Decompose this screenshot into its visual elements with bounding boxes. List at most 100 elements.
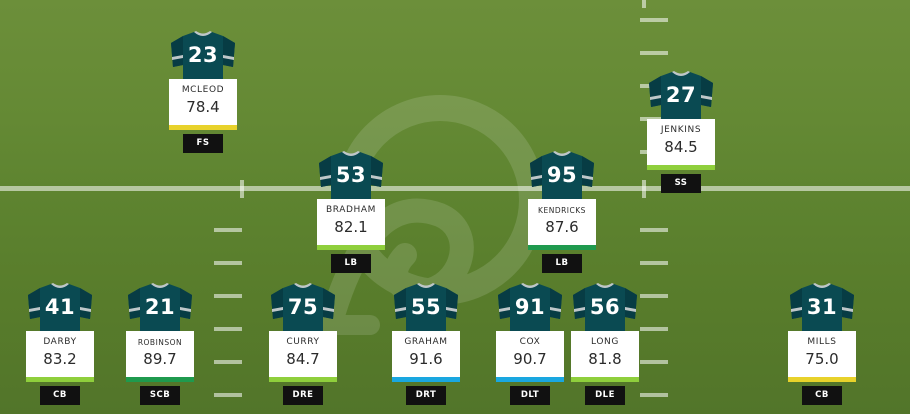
jersey-shape: [271, 283, 335, 331]
jersey-icon: 21: [126, 283, 194, 331]
player-card-cb-right[interactable]: 31 MILLS 75.0: [788, 283, 856, 382]
grade-bar: [788, 377, 856, 382]
position-badge: CB: [40, 386, 80, 405]
player-grade: 87.6: [545, 218, 579, 236]
jersey-icon: 31: [788, 283, 856, 331]
player-grade: 83.2: [43, 350, 77, 368]
jersey-shape: [498, 283, 562, 331]
hash-mark: [214, 228, 242, 232]
player-grade: 78.4: [186, 98, 220, 116]
player-card-dre[interactable]: 75 CURRY 84.7: [269, 283, 337, 382]
jersey-icon: 56: [571, 283, 639, 331]
jersey-icon: 75: [269, 283, 337, 331]
hash-mark: [214, 294, 242, 298]
jersey-shape: [128, 283, 192, 331]
jersey-number: 56: [589, 295, 621, 319]
grade-card: GRAHAM 91.6: [392, 331, 460, 377]
grade-card: KENDRICKS 87.6: [528, 199, 596, 245]
jersey-shape: [319, 151, 383, 199]
hash-mark: [214, 327, 242, 331]
grade-card: MCLEOD 78.4: [169, 79, 237, 125]
player-grade: 81.8: [588, 350, 622, 368]
player-card-dle[interactable]: 56 LONG 81.8: [571, 283, 639, 382]
jersey-icon: 23: [169, 31, 237, 79]
jersey-icon: 41: [26, 283, 94, 331]
player-grade: 75.0: [805, 350, 839, 368]
jersey-number: 91: [514, 295, 546, 319]
hash-mark: [240, 180, 244, 198]
jersey-number: 53: [335, 163, 367, 187]
player-name: JENKINS: [660, 125, 702, 135]
player-card-scb[interactable]: 21 ROBINSON 89.7: [126, 283, 194, 382]
player-grade: 82.1: [334, 218, 368, 236]
player-card-dlt[interactable]: 91 COX 90.7: [496, 283, 564, 382]
jersey-shape: [649, 71, 713, 119]
hash-mark: [640, 294, 668, 298]
hash-mark: [640, 393, 668, 397]
jersey-number: 23: [187, 43, 219, 67]
hash-mark: [214, 360, 242, 364]
grade-card: ROBINSON 89.7: [126, 331, 194, 377]
player-card-cb-left[interactable]: 41 DARBY 83.2: [26, 283, 94, 382]
grade-bar: [26, 377, 94, 382]
hash-mark: [642, 180, 646, 198]
hash-mark: [214, 261, 242, 265]
player-name: DARBY: [43, 337, 77, 347]
player-card-lb-left[interactable]: 53 BRADHAM 82.1: [317, 151, 385, 250]
grade-bar: [317, 245, 385, 250]
player-name: COX: [519, 337, 541, 347]
jersey-icon: 55: [392, 283, 460, 331]
player-name: CURRY: [286, 337, 320, 347]
player-name: KENDRICKS: [538, 206, 586, 215]
player-grade: 90.7: [513, 350, 547, 368]
grade-card: DARBY 83.2: [26, 331, 94, 377]
jersey-number: 75: [287, 295, 319, 319]
player-card-ss[interactable]: 27 JENKINS 84.5: [647, 71, 715, 170]
position-badge: FS: [183, 134, 223, 153]
jersey-icon: 27: [647, 71, 715, 119]
grade-bar: [269, 377, 337, 382]
position-badge: DRE: [283, 386, 323, 405]
jersey-number: 21: [144, 295, 176, 319]
player-card-fs[interactable]: 23 MCLEOD 78.4: [169, 31, 237, 130]
player-name: LONG: [591, 337, 619, 347]
jersey-shape: [171, 31, 235, 79]
jersey-icon: 91: [496, 283, 564, 331]
jersey-shape: [394, 283, 458, 331]
position-badge: LB: [331, 254, 371, 273]
grade-card: BRADHAM 82.1: [317, 199, 385, 245]
position-badge: SS: [661, 174, 701, 193]
hash-mark: [640, 51, 668, 55]
player-name: BRADHAM: [325, 205, 377, 215]
grade-bar: [392, 377, 460, 382]
grade-card: MILLS 75.0: [788, 331, 856, 377]
grade-card: LONG 81.8: [571, 331, 639, 377]
hash-mark: [640, 327, 668, 331]
position-badge: LB: [542, 254, 582, 273]
jersey-shape: [790, 283, 854, 331]
player-grade: 89.7: [143, 350, 177, 368]
grade-bar: [571, 377, 639, 382]
jersey-shape: [530, 151, 594, 199]
hash-mark: [640, 228, 668, 232]
player-grade: 84.5: [664, 138, 698, 156]
jersey-icon: 95: [528, 151, 596, 199]
position-badge: CB: [802, 386, 842, 405]
grade-bar: [496, 377, 564, 382]
player-grade: 91.6: [409, 350, 443, 368]
player-card-drt[interactable]: 55 GRAHAM 91.6: [392, 283, 460, 382]
jersey-number: 95: [546, 163, 578, 187]
position-badge: SCB: [140, 386, 180, 405]
player-grade: 84.7: [286, 350, 320, 368]
player-name: MCLEOD: [181, 85, 225, 95]
position-badge: DLE: [585, 386, 625, 405]
hash-mark: [214, 393, 242, 397]
hash-mark: [640, 360, 668, 364]
jersey-number: 55: [410, 295, 442, 319]
jersey-number: 41: [44, 295, 76, 319]
position-badge: DLT: [510, 386, 550, 405]
hash-mark: [640, 261, 668, 265]
grade-bar: [169, 125, 237, 130]
player-card-lb-right[interactable]: 95 KENDRICKS 87.6: [528, 151, 596, 250]
